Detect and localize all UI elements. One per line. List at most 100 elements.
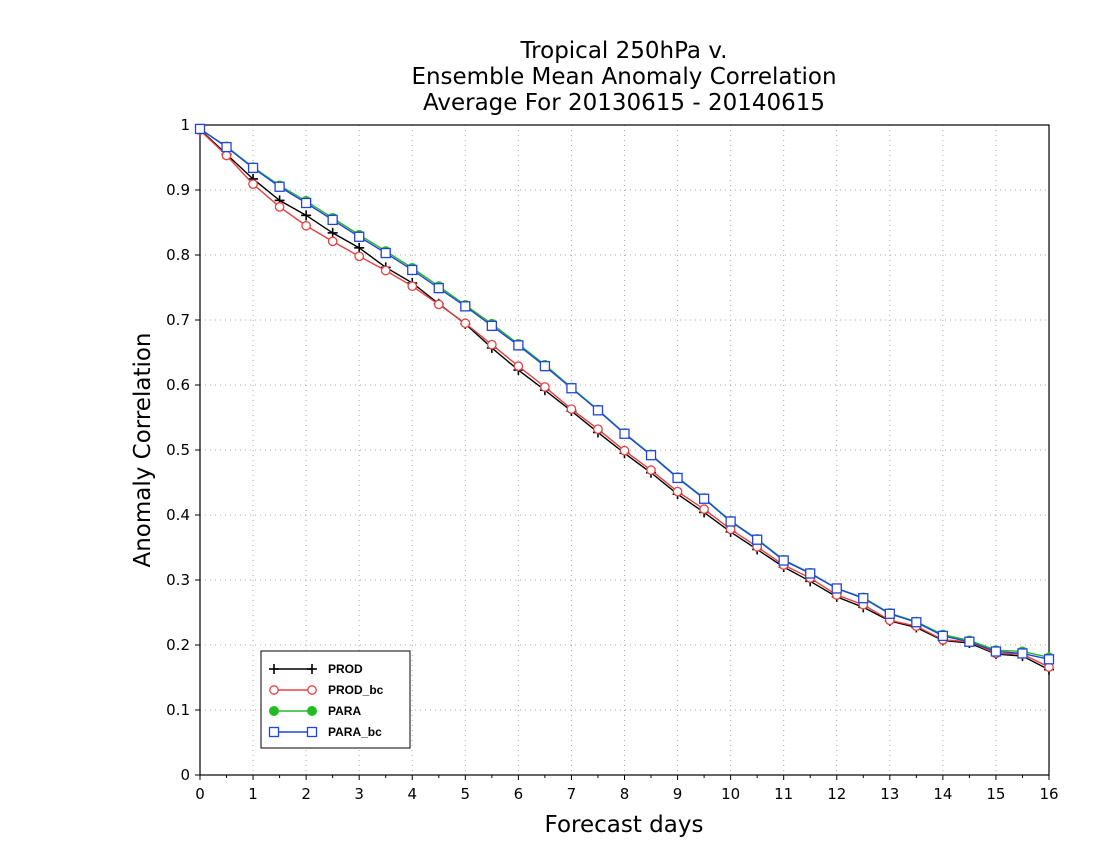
- y-tick-label: 0.5: [166, 441, 190, 459]
- series-prod-bc-point: [407, 281, 418, 292]
- x-tick-label: 1: [248, 785, 258, 803]
- series-prod-bc-point: [566, 404, 577, 414]
- series-prod-bc-point: [354, 251, 365, 262]
- y-axis-label: Anomaly Correlation: [130, 332, 156, 567]
- series-prod-bc-point: [593, 424, 603, 435]
- series-para-bc-point: [752, 534, 763, 545]
- series-para-bc-point: [672, 472, 683, 484]
- x-tick-label: 7: [567, 785, 577, 803]
- x-tick-label: 8: [620, 785, 630, 803]
- series-para-bc-point: [539, 360, 551, 372]
- series-para-bc-point: [698, 493, 710, 504]
- series-prod-bc-point: [619, 445, 630, 456]
- series-para-bc-point: [407, 264, 418, 276]
- series-prod-bc-point: [327, 236, 338, 247]
- series-prod-point: [354, 242, 365, 253]
- legend-item-prod: PROD: [269, 662, 363, 676]
- series-prod-bc-point: [540, 382, 550, 392]
- legend: PROD PROD_bc PARA PARA_bc: [260, 650, 411, 749]
- series-prod-bc-point: [672, 486, 683, 497]
- legend-item-para-bc-label: PARA_bc: [328, 725, 382, 739]
- series-para-bc-point: [645, 450, 657, 461]
- series-para-bc-point: [327, 214, 338, 226]
- series-para-bc-point: [247, 162, 259, 174]
- y-tick-label: 0.4: [166, 506, 190, 524]
- series-prod-bc-point: [301, 220, 311, 231]
- series-para-bc-point: [566, 383, 577, 394]
- series-para-bc-point: [805, 568, 816, 579]
- chart-title-line-3: Average For 20130615 - 20140615: [423, 90, 825, 116]
- x-tick-label: 11: [774, 785, 793, 803]
- series-prod-point: [327, 227, 338, 238]
- series-para-bc-point: [725, 516, 736, 527]
- series-para-bc: [194, 123, 1055, 665]
- series-para-bc-point: [433, 282, 444, 294]
- x-tick-label: 13: [880, 785, 899, 803]
- y-tick-label: 0: [180, 766, 190, 784]
- series-prod-bc-point: [274, 202, 285, 212]
- x-tick-label: 2: [301, 785, 311, 803]
- series-para-bc-point: [990, 646, 1002, 657]
- legend-item-prod-bc: PROD_bc: [269, 683, 384, 697]
- y-tick-label: 0.6: [166, 376, 190, 394]
- series-prod-bc-point: [486, 339, 497, 350]
- series-para-bc-point: [884, 608, 895, 619]
- x-tick-label: 4: [407, 785, 417, 803]
- x-tick-label: 16: [1039, 785, 1058, 803]
- series-prod-bc-point: [380, 265, 391, 276]
- legend-item-para-bc-point: [268, 726, 280, 738]
- legend-item-para-bc: PARA_bc: [268, 725, 382, 739]
- axis-ticks: 0 1 2 3 4 5 6 7 8 9 10 11 12 13 14 15 1600.10.20.30.40.5…: [166, 116, 1058, 803]
- legend-item-prod-point: [269, 664, 279, 674]
- series-para-bc-point: [300, 197, 312, 209]
- series-prod-point: [301, 210, 312, 221]
- series-para-bc-point: [460, 301, 471, 312]
- series-para-bc-point: [274, 181, 285, 192]
- series-prod: [195, 124, 1054, 675]
- y-tick-label: 0.2: [166, 636, 190, 654]
- legend-item-prod-point: [307, 664, 317, 674]
- series-para-bc-point: [911, 617, 922, 628]
- y-tick-label: 0.3: [166, 571, 190, 589]
- legend-item-prod-bc-point: [307, 685, 317, 695]
- series-para-bc-point: [778, 555, 789, 566]
- series-prod-bc-point: [248, 179, 258, 189]
- series-para-bc-point: [831, 583, 842, 594]
- x-tick-label: 3: [354, 785, 364, 803]
- x-tick-label: 10: [721, 785, 740, 803]
- series-para-bc-point: [354, 231, 365, 242]
- x-tick-label: 0: [195, 785, 205, 803]
- legend-item-para-label: PARA: [328, 704, 361, 718]
- y-tick-label: 0.8: [166, 246, 190, 264]
- x-tick-label: 6: [514, 785, 524, 803]
- y-tick-label: 1: [180, 116, 190, 134]
- legend-item-para-point: [269, 706, 279, 716]
- y-tick-label: 0.1: [166, 701, 190, 719]
- series-para-bc-point: [513, 340, 524, 351]
- y-tick-label: 0.9: [166, 181, 190, 199]
- series-prod-bc-point: [646, 465, 656, 475]
- legend-item-para-bc-point: [306, 726, 318, 738]
- series-prod-bc-point: [221, 150, 232, 161]
- series-para-bc-point: [380, 247, 391, 259]
- series-para-bc-point: [964, 636, 975, 647]
- legend-item-para-point: [307, 706, 317, 716]
- legend-item-prod-label: PROD: [328, 662, 363, 676]
- series-lines: [194, 123, 1055, 675]
- x-tick-label: 12: [827, 785, 846, 803]
- series-para-line: [199, 128, 1050, 659]
- chart-title-line-2: Ensemble Mean Anomaly Correlation: [411, 64, 836, 90]
- series-prod-bc: [195, 125, 1054, 672]
- series-prod-bc-point: [460, 318, 471, 329]
- legend-item-para: PARA: [269, 704, 361, 718]
- legend-item-prod-bc-point: [269, 685, 279, 695]
- x-axis-label: Forecast days: [545, 812, 704, 838]
- series-para-bc-point: [619, 428, 630, 439]
- series-para-bc-point: [221, 141, 232, 153]
- series-para-bc-point: [1043, 654, 1055, 665]
- y-tick-label: 0.7: [166, 311, 190, 329]
- series-prod-bc-point: [699, 504, 709, 514]
- series-para-bc-point: [592, 405, 604, 416]
